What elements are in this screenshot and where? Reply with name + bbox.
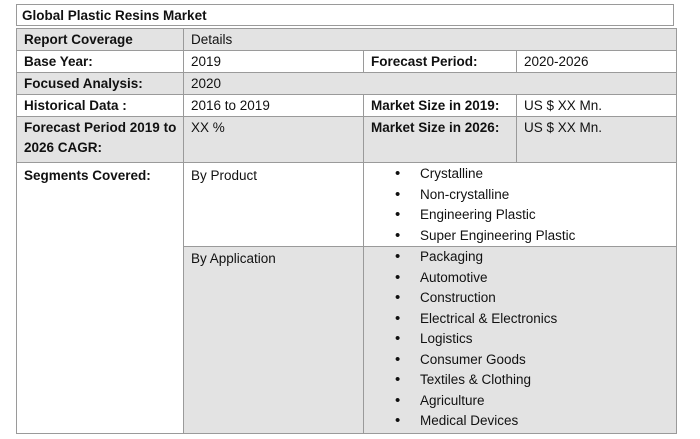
table-title: Global Plastic Resins Market — [16, 4, 674, 26]
list-item: Medical Devices — [365, 411, 676, 432]
table-row: Focused Analysis: 2020 — [16, 72, 677, 95]
table-row: Base Year: 2019 Forecast Period: 2020-20… — [16, 50, 677, 73]
list-item: Electrical & Electronics — [365, 309, 676, 330]
table-row: Forecast Period 2019 to 2026 CAGR: XX % … — [16, 116, 677, 163]
table-row: By Application Packaging Automotive Cons… — [16, 246, 677, 434]
segments-covered-label: Segments Covered: — [16, 162, 184, 434]
list-item: Agriculture — [365, 391, 676, 412]
market-size-2026-value: US $ XX Mn. — [516, 116, 677, 163]
focused-analysis-label: Focused Analysis: — [16, 72, 184, 95]
list-item: Crystalline — [365, 164, 676, 185]
list-item: Consumer Goods — [365, 350, 676, 371]
product-list: Crystalline Non-crystalline Engineering … — [365, 164, 676, 246]
focused-analysis-value: 2020 — [183, 72, 677, 95]
by-product-label: By Product — [183, 162, 364, 247]
list-item: Logistics — [365, 329, 676, 350]
list-item: Super Engineering Plastic — [365, 226, 676, 246]
market-size-2019-label: Market Size in 2019: — [363, 94, 517, 117]
forecast-cagr-value: XX % — [183, 116, 364, 163]
list-item: Construction — [365, 288, 676, 309]
by-application-label: By Application — [183, 246, 364, 434]
forecast-period-value: 2020-2026 — [516, 50, 677, 73]
coverage-value: Details — [183, 28, 677, 51]
market-size-2019-value: US $ XX Mn. — [516, 94, 677, 117]
historical-data-label: Historical Data : — [16, 94, 184, 117]
list-item: Textiles & Clothing — [365, 370, 676, 391]
application-list: Packaging Automotive Construction Electr… — [365, 248, 676, 432]
base-year-value: 2019 — [183, 50, 364, 73]
table-row: Historical Data : 2016 to 2019 Market Si… — [16, 94, 677, 117]
list-item: Packaging — [365, 248, 676, 268]
list-item: Automotive — [365, 268, 676, 289]
list-item: Non-crystalline — [365, 185, 676, 206]
market-size-2026-label: Market Size in 2026: — [363, 116, 517, 163]
coverage-label: Report Coverage — [16, 28, 184, 51]
list-item: Engineering Plastic — [365, 205, 676, 226]
table-row: Report Coverage Details — [16, 28, 677, 51]
by-application-cell: Packaging Automotive Construction Electr… — [363, 246, 677, 434]
forecast-period-label: Forecast Period: — [363, 50, 517, 73]
forecast-cagr-label: Forecast Period 2019 to 2026 CAGR: — [16, 116, 184, 163]
base-year-label: Base Year: — [16, 50, 184, 73]
table-row: Segments Covered: By Product Crystalline… — [16, 162, 677, 434]
by-product-cell: Crystalline Non-crystalline Engineering … — [363, 162, 677, 247]
report-table: Report Coverage Details Base Year: 2019 … — [16, 28, 677, 434]
report-table-frame: Global Plastic Resins Market Report Cove… — [16, 4, 677, 434]
historical-data-value: 2016 to 2019 — [183, 94, 364, 117]
